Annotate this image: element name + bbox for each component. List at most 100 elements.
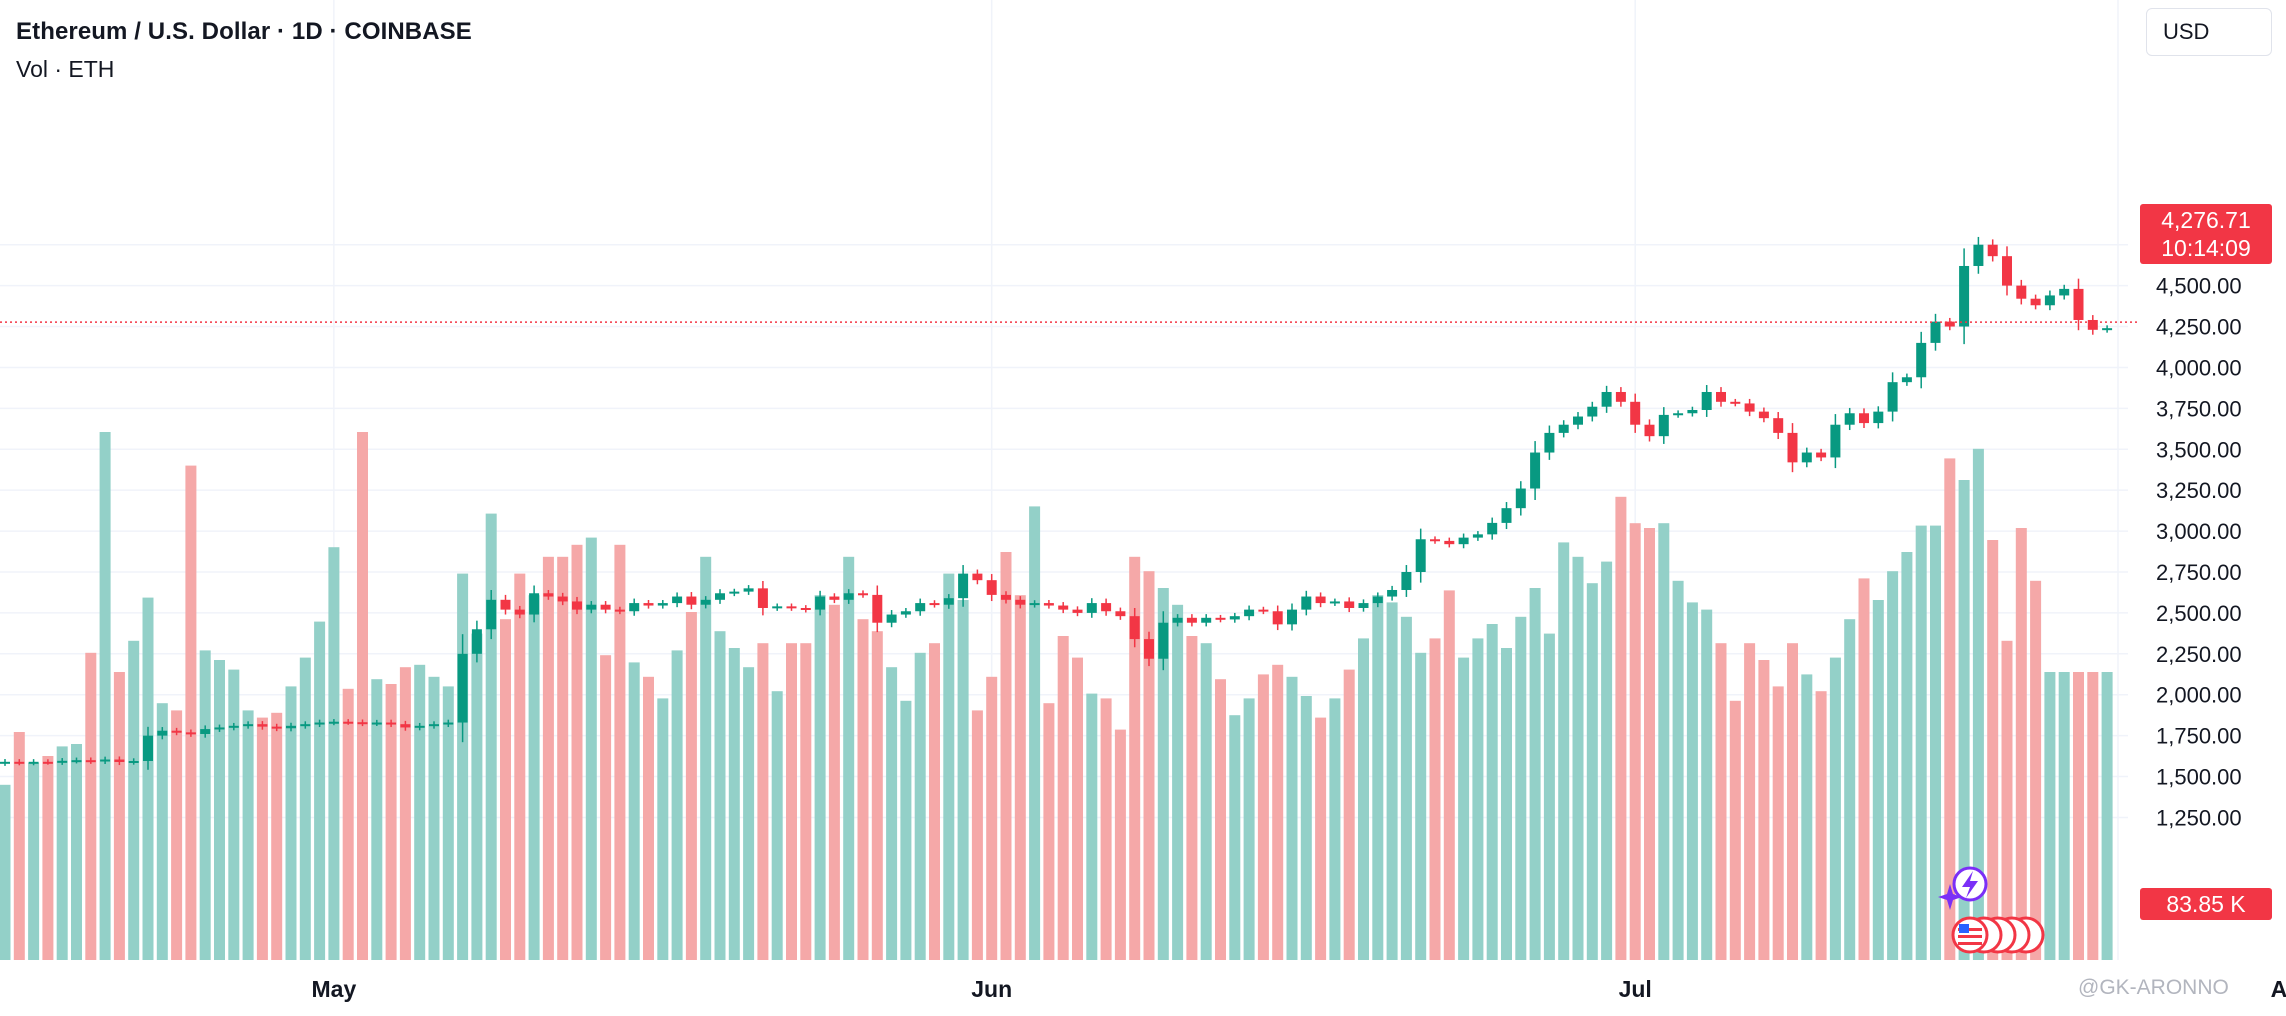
volume-bar — [71, 744, 82, 960]
volume-bar — [485, 513, 497, 960]
candlesticks — [0, 236, 2113, 770]
candle-body — [557, 596, 568, 602]
volume-bar — [828, 604, 840, 960]
volume-bar — [1930, 525, 1941, 960]
volume-bar — [1972, 448, 1984, 960]
volume-bar — [700, 556, 712, 960]
candle-body — [1701, 391, 1712, 410]
volume-bar — [1215, 679, 1226, 960]
volume-indicator-label[interactable]: Vol · ETH — [16, 56, 115, 82]
volume-bar — [1958, 480, 1970, 960]
candle-body — [929, 603, 940, 606]
current-price-value: 4,276.71 — [2161, 207, 2251, 233]
candle-body — [943, 598, 954, 605]
candle-body — [386, 722, 397, 725]
candle-body — [600, 604, 611, 610]
candle-body — [100, 759, 111, 762]
lightning-icon[interactable] — [1938, 866, 1988, 910]
volume-bar — [1744, 643, 1756, 960]
candle-body — [1430, 539, 1440, 542]
volume-bar — [85, 652, 97, 960]
volume-bar — [1272, 664, 1284, 960]
volume-bar — [1014, 595, 1026, 960]
volume-bar — [2030, 580, 2042, 960]
candle-body — [1172, 617, 1183, 623]
volume-bar — [1186, 636, 1198, 960]
candle-body — [1930, 321, 1941, 343]
candle-body — [886, 614, 897, 623]
volume-bar — [342, 688, 354, 960]
candle-body — [1115, 611, 1126, 617]
candle-body — [157, 730, 168, 736]
volume-bar — [1543, 633, 1555, 960]
candle-body — [514, 609, 525, 615]
volume-bar — [228, 669, 240, 960]
y-tick-label: 1,750.00 — [2156, 724, 2242, 749]
candle-body — [2044, 295, 2055, 306]
us-flag-icon[interactable] — [1951, 916, 2045, 954]
volume-bar — [1458, 657, 1470, 960]
volume-bar — [1229, 715, 1241, 960]
volume-bar — [1872, 600, 1884, 960]
candle-body — [872, 594, 883, 623]
candle-body — [400, 724, 411, 728]
volume-bar — [900, 700, 912, 960]
candle-body — [1258, 609, 1269, 612]
candle-body — [143, 735, 153, 761]
x-tick-label: Jun — [971, 976, 1012, 1002]
candle-body — [2059, 288, 2070, 296]
volume-bar — [685, 612, 697, 960]
candle-body — [243, 724, 254, 727]
y-tick-label: 2,000.00 — [2156, 683, 2242, 708]
candle-body — [986, 580, 997, 595]
volume-bar — [814, 595, 826, 960]
volume-bar — [2015, 528, 2027, 960]
time-axis[interactable]: May Jun Jul Aug — [312, 976, 2286, 1002]
candle-body — [185, 732, 196, 735]
candle-body — [1615, 391, 1626, 402]
volume-bar — [2087, 672, 2099, 960]
volume-bar — [1586, 583, 1598, 960]
y-tick-label: 1,250.00 — [2156, 805, 2242, 830]
candle-body — [2030, 298, 2041, 306]
volume-bar — [1772, 686, 1784, 960]
volume-bar — [214, 660, 225, 960]
volume-bar — [1601, 561, 1613, 960]
volume-bar — [857, 619, 869, 960]
currency-button[interactable]: USD — [2146, 8, 2272, 56]
volume-bar — [314, 621, 326, 960]
volume-bar — [1386, 602, 1398, 960]
volume-bar — [771, 691, 783, 960]
watermark: @GK-ARONNO — [2078, 976, 2229, 999]
candle-body — [1001, 594, 1011, 600]
candle-body — [1158, 622, 1169, 659]
volume-bar — [657, 698, 669, 960]
candle-body — [457, 653, 468, 723]
volume-bar — [1486, 624, 1498, 960]
candle-body — [1101, 603, 1112, 612]
volume-bar — [1143, 571, 1155, 960]
chart-title[interactable]: Ethereum / U.S. Dollar · 1D · COINBASE — [16, 18, 472, 45]
volume-bar — [242, 710, 254, 960]
candle-body — [414, 725, 425, 728]
volume-bar — [1529, 588, 1541, 960]
candle-body — [214, 727, 225, 730]
candle-body — [1287, 609, 1297, 625]
candle-body — [1229, 616, 1240, 620]
candle-body — [1515, 488, 1526, 509]
volume-bar — [871, 631, 883, 960]
candle-body — [114, 759, 125, 762]
candle-body — [1201, 617, 1212, 623]
volume-bar — [1172, 604, 1184, 960]
y-tick-label: 1,500.00 — [2156, 765, 2242, 790]
candle-body — [1859, 413, 1869, 424]
candle-body — [1358, 603, 1369, 608]
candle-body — [543, 593, 554, 597]
price-axis[interactable]: 1,250.00 1,500.00 1,750.00 2,000.00 2,250.00… — [2156, 233, 2242, 831]
volume-bar — [471, 633, 483, 960]
volume-bar — [285, 686, 297, 960]
candle-body — [1773, 418, 1784, 433]
volume-bar — [299, 657, 311, 960]
volume-bar — [156, 703, 168, 960]
